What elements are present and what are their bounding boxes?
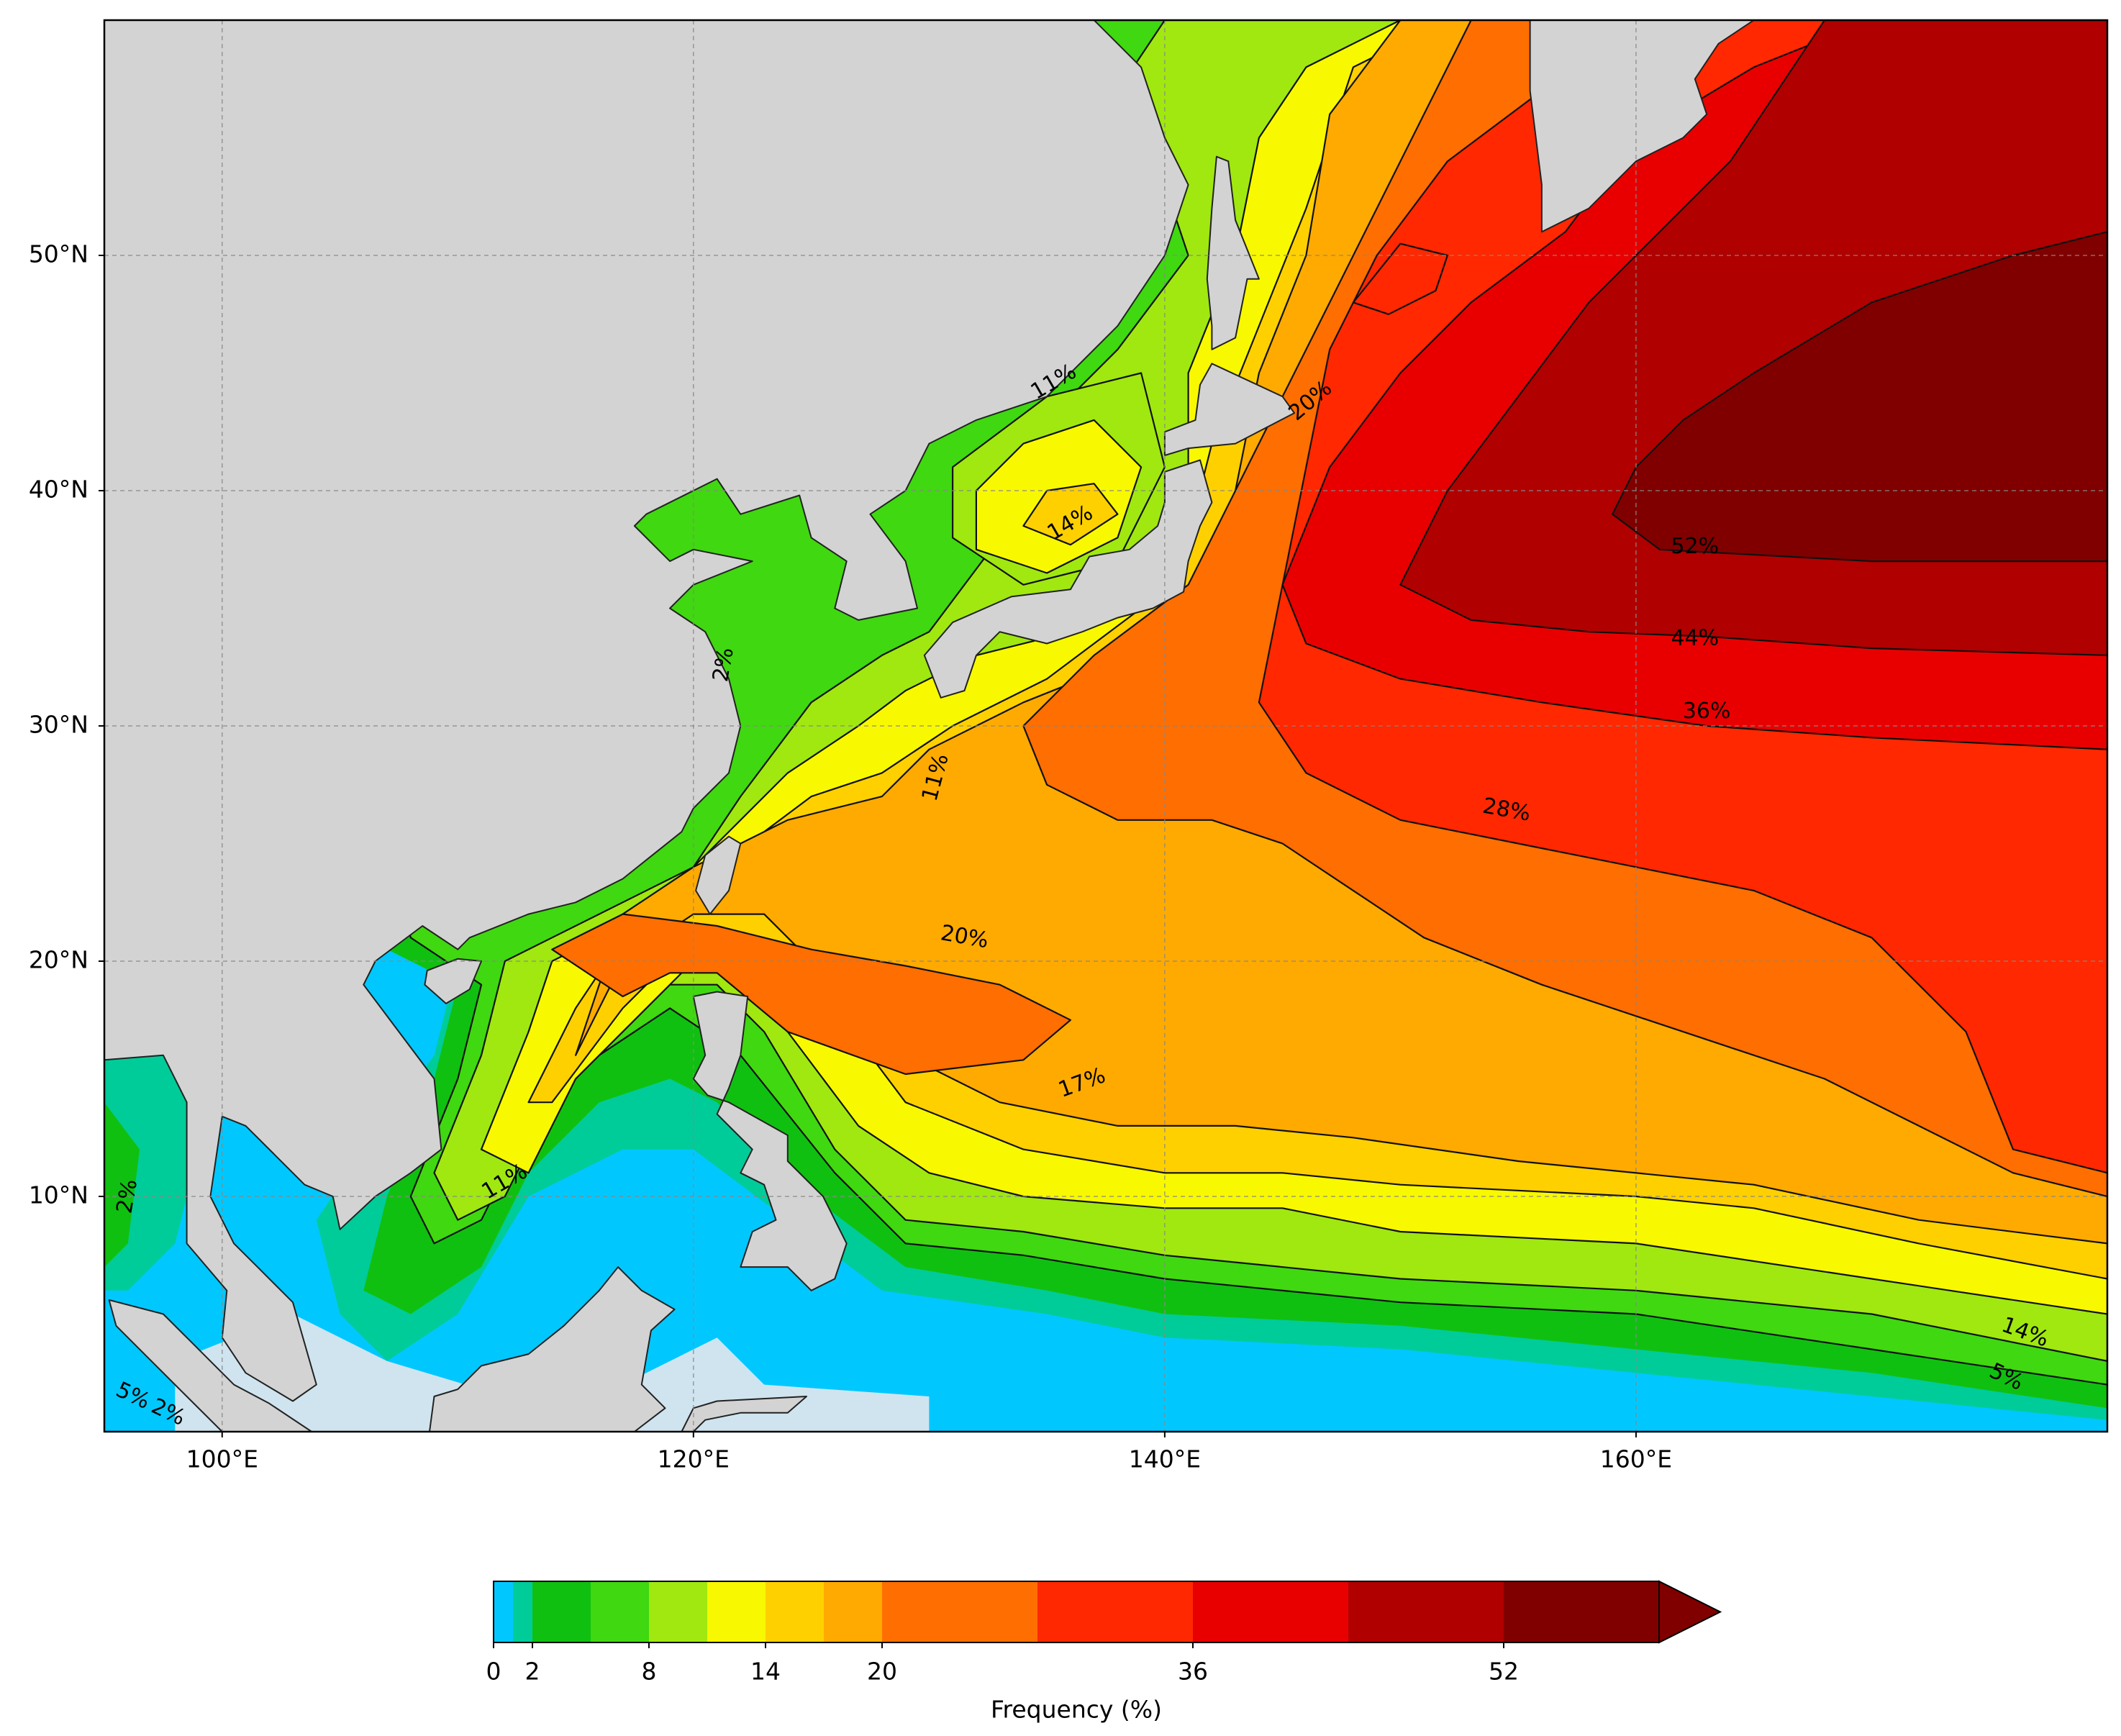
- y-tick-label: 30°N: [29, 711, 88, 739]
- colorbar-segment: [1504, 1581, 1659, 1642]
- colorbar-tick-label: 52: [1489, 1658, 1519, 1686]
- colorbar-segment: [1037, 1581, 1193, 1642]
- colorbar-tick-label: 36: [1178, 1658, 1208, 1686]
- x-tick-label: 140°E: [1129, 1445, 1201, 1473]
- contour-label: 44%: [1671, 626, 1719, 651]
- colorbar-segment: [532, 1581, 591, 1642]
- colorbar-segment: [513, 1581, 532, 1642]
- land: [1529, 20, 1755, 233]
- y-tick-label: 40°N: [29, 476, 88, 504]
- colorbar-tick-label: 14: [750, 1658, 781, 1686]
- land: [424, 958, 482, 1004]
- x-tick-label: 100°E: [186, 1445, 258, 1473]
- x-tick-label: 120°E: [658, 1445, 730, 1473]
- colorbar-tick-label: 20: [867, 1658, 897, 1686]
- contour-fill: [1352, 242, 1449, 315]
- land: [108, 1299, 313, 1432]
- land: [429, 1266, 676, 1432]
- y-tick-label: 10°N: [29, 1181, 88, 1209]
- colorbar-segment: [1193, 1581, 1348, 1642]
- contour-label: 36%: [1683, 699, 1731, 724]
- colorbar-tick-label: 2: [525, 1658, 540, 1686]
- y-tick-label: 50°N: [29, 240, 88, 268]
- colorbar-extend: [1658, 1580, 1722, 1644]
- land: [1163, 363, 1295, 456]
- contour-fill: [104, 1102, 140, 1268]
- contour-label: 52%: [1671, 534, 1719, 559]
- colorbar-segment: [494, 1581, 513, 1642]
- land: [692, 991, 848, 1291]
- colorbar-tick-label: 8: [642, 1658, 657, 1686]
- colorbar-segment: [766, 1581, 824, 1642]
- x-tick-label: 160°E: [1600, 1445, 1672, 1473]
- colorbar-segment: [707, 1581, 766, 1642]
- colorbar-segment: [649, 1581, 707, 1642]
- colorbar-frame: [493, 1581, 1660, 1643]
- colorbar-tick-label: 0: [486, 1658, 501, 1686]
- land: [681, 1396, 807, 1432]
- colorbar-segment: [591, 1581, 649, 1642]
- plot-area: 52%44%36%28%20%17%11%11%11%14%20%14%5%2%…: [104, 20, 2107, 1432]
- contour-label: 2%: [708, 645, 739, 683]
- land: [695, 835, 742, 915]
- contour-fill: [551, 913, 1072, 1076]
- colorbar-segment: [824, 1581, 882, 1642]
- colorbar-label: Frequency (%): [991, 1696, 1162, 1724]
- colorbar-segment: [882, 1581, 1037, 1642]
- contour-label: 2%: [112, 1177, 142, 1215]
- contour-fill: [1022, 483, 1119, 546]
- y-tick-label: 20°N: [29, 946, 88, 974]
- land: [923, 459, 1213, 699]
- land: [1206, 155, 1260, 350]
- colorbar-segment: [1348, 1581, 1504, 1642]
- land: [104, 20, 1189, 1402]
